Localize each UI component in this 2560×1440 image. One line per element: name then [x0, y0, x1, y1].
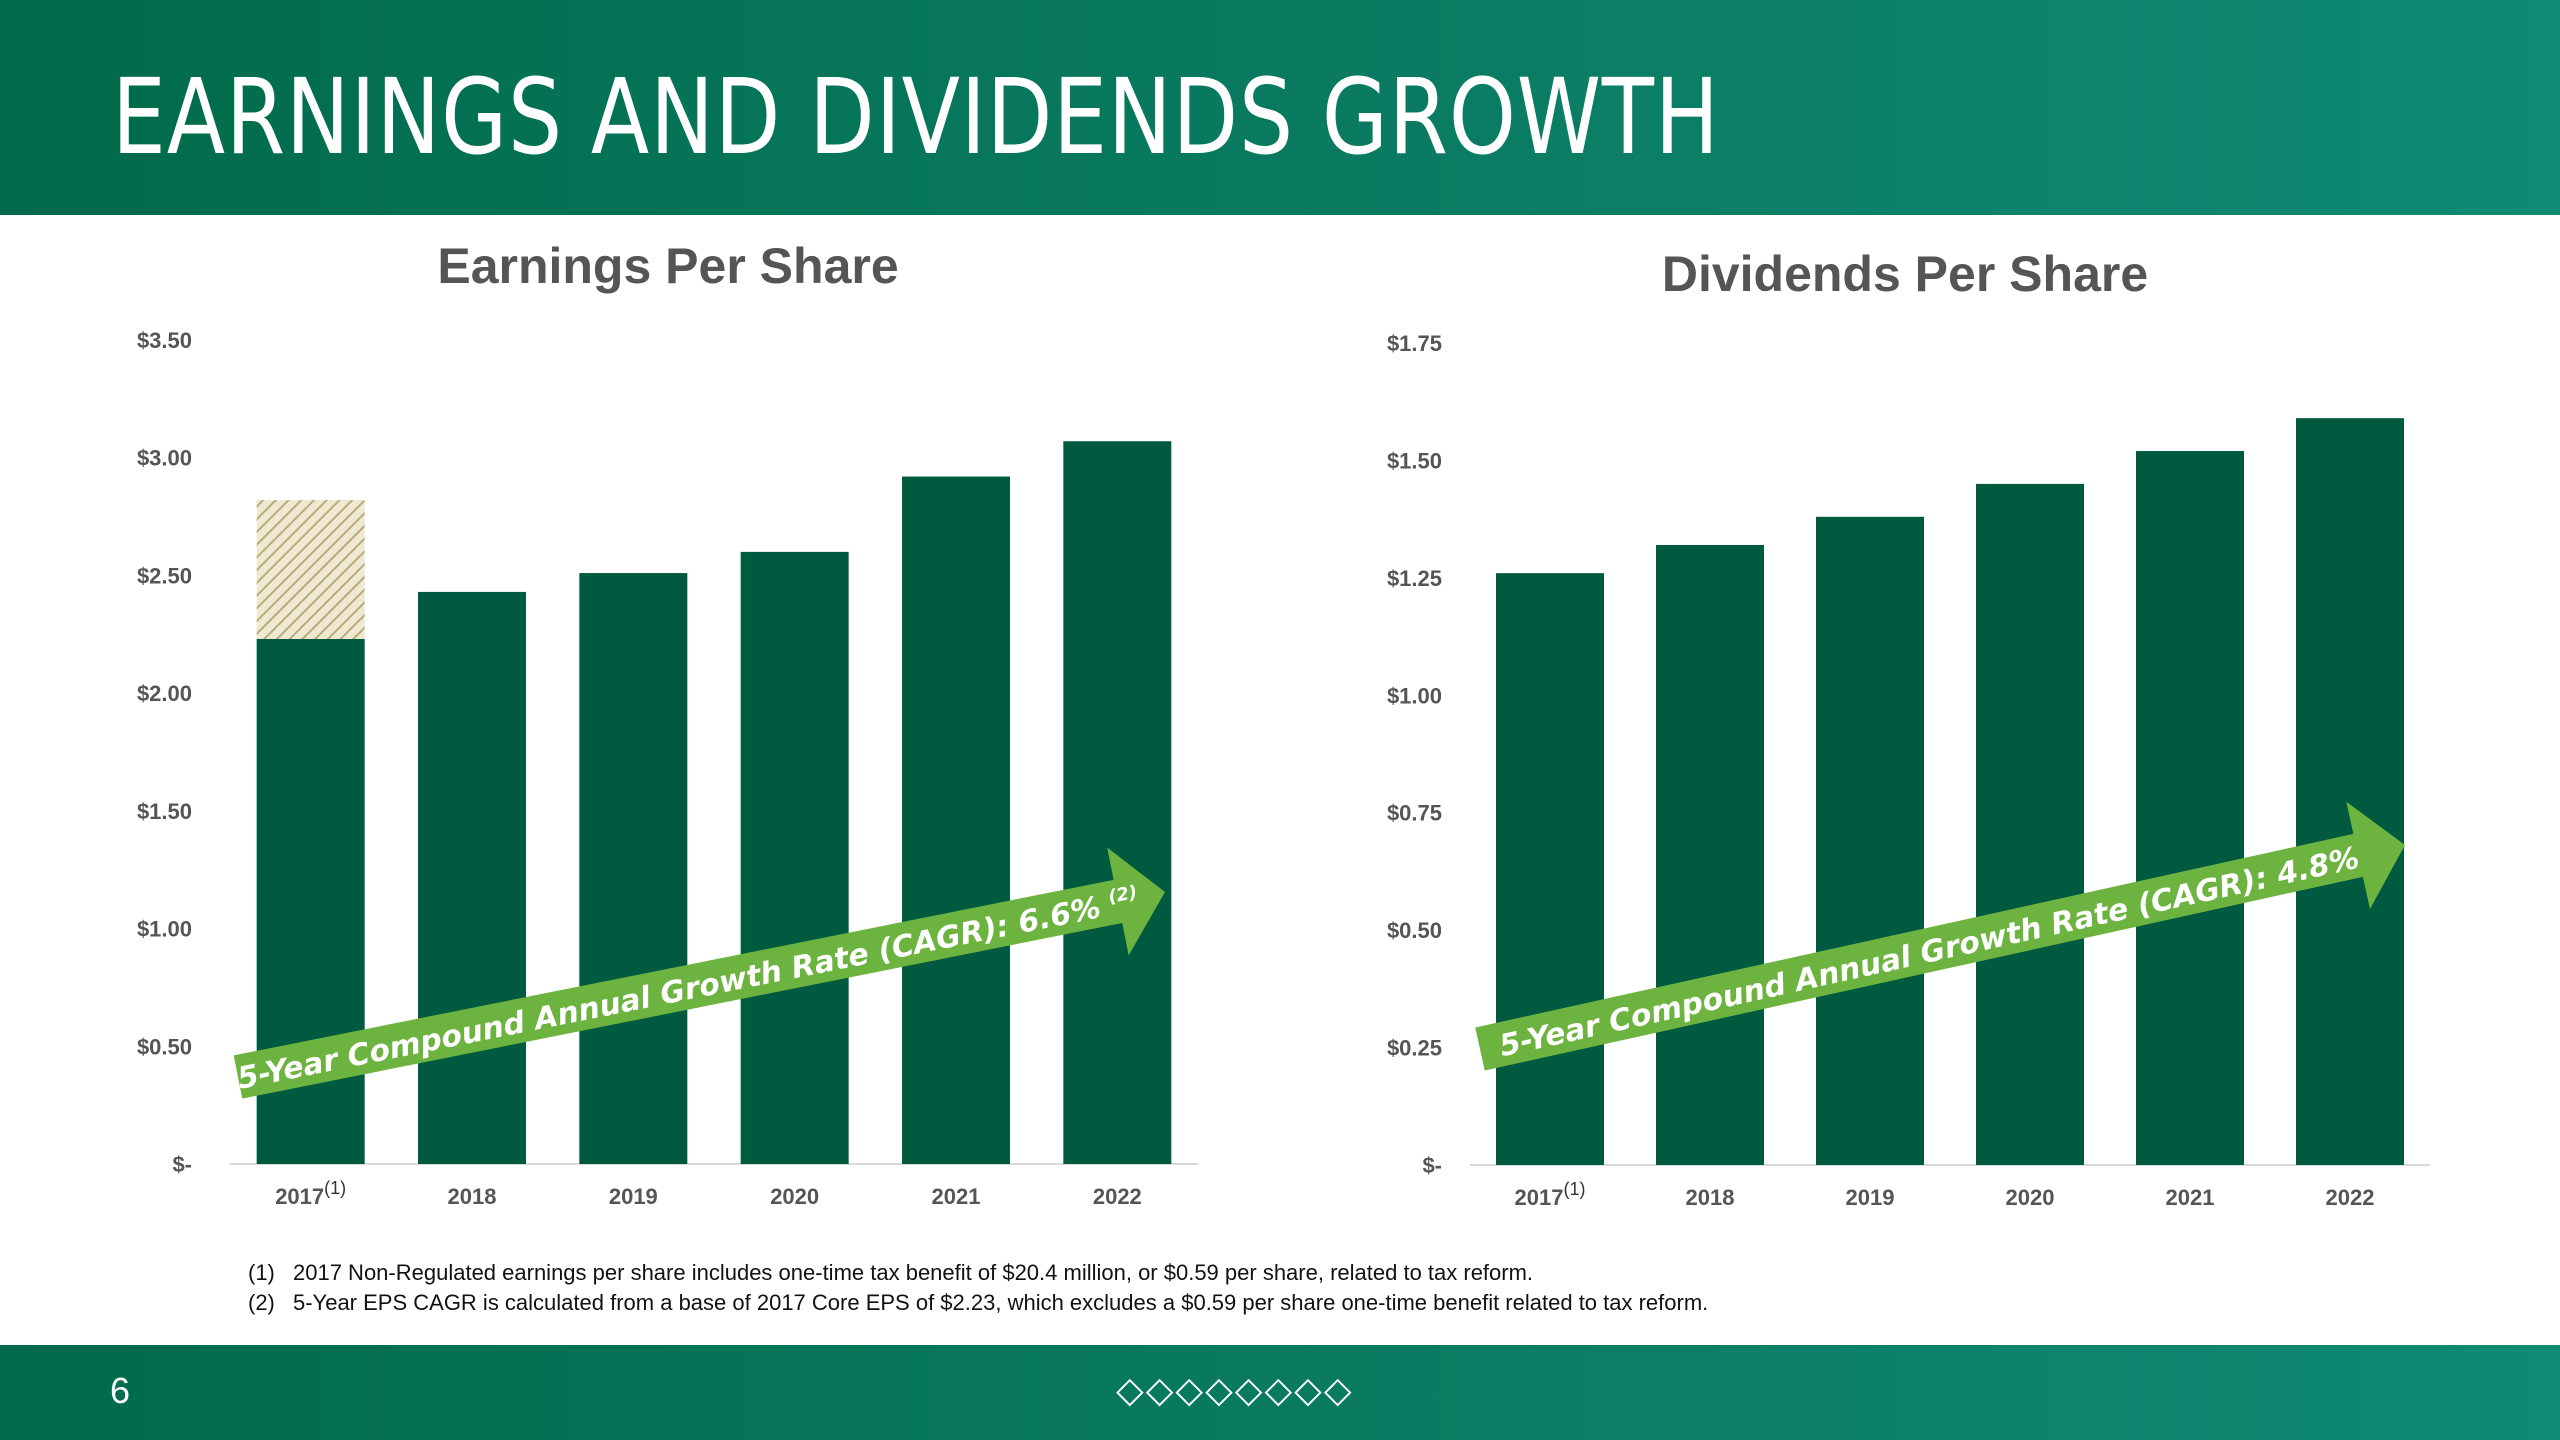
- bar: [902, 476, 1010, 1164]
- x-tick-label: 2017(1): [275, 1178, 346, 1209]
- bar: [2296, 418, 2404, 1165]
- dps-chart: Dividends Per Share $- $0.25 $0.50 $0.75 $1.0…: [1260, 240, 2560, 1240]
- y-tick-label: $3.50: [137, 328, 192, 353]
- y-tick-label: $-: [172, 1152, 192, 1177]
- page-number: 6: [110, 1370, 131, 1411]
- diamond-icon: ◇: [1145, 1370, 1174, 1411]
- eps-chart: Earnings Per Share $- $0.50 $1.00 $1.50 $2.00…: [0, 240, 1260, 1240]
- x-tick-label: 2022: [1093, 1184, 1142, 1209]
- y-tick-label: $1.75: [1387, 331, 1442, 356]
- y-tick-label: $2.00: [137, 681, 192, 706]
- y-tick-label: $3.00: [137, 446, 192, 471]
- bar: [1656, 544, 1764, 1165]
- cagr-arrow: 5-Year Compound Annual Growth Rate (CAGR…: [233, 847, 1166, 1099]
- footnote-1-text: 2017 Non-Regulated earnings per share in…: [293, 1260, 1534, 1285]
- x-tick-label: 2022: [2326, 1185, 2375, 1210]
- y-tick-label: $1.25: [1387, 566, 1442, 591]
- footnote-1: (1) 2017 Non-Regulated earnings per shar…: [248, 1258, 1708, 1288]
- y-tick-label: $-: [1422, 1153, 1442, 1178]
- x-tick-label: 2021: [932, 1184, 981, 1209]
- x-tick-label: 2019: [1846, 1185, 1895, 1210]
- page-title: EARNINGS AND DIVIDENDS GROWTH: [112, 56, 1720, 178]
- chart-title: Earnings Per Share: [437, 240, 898, 294]
- bar: [418, 591, 526, 1164]
- diamond-icon: ◇: [1294, 1370, 1322, 1411]
- y-tick-label: $2.50: [137, 563, 192, 588]
- chart-title: Dividends Per Share: [1662, 246, 2148, 302]
- diamond-icon: ◇: [1323, 1370, 1352, 1411]
- diamond-icon: ◇: [1234, 1370, 1263, 1411]
- header-banner: EARNINGS AND DIVIDENDS GROWTH: [0, 0, 2560, 215]
- cagr-arrow-shape: [233, 847, 1166, 1099]
- y-tick-label: $0.50: [1387, 918, 1442, 943]
- x-tick-superscript: (1): [324, 1178, 346, 1198]
- bar: [1496, 573, 1604, 1165]
- bar: [1976, 483, 2084, 1165]
- y-tick-label: $1.00: [137, 917, 192, 942]
- cagr-arrow: 5-Year Compound Annual Growth Rate (CAGR…: [1475, 801, 2405, 1071]
- x-tick-label: 2017(1): [1515, 1179, 1586, 1210]
- x-tick-label: 2018: [1686, 1185, 1735, 1210]
- x-tick-label: 2020: [770, 1184, 819, 1209]
- cagr-arrow-shape: [1475, 801, 2405, 1071]
- y-tick-label: $0.25: [1387, 1036, 1442, 1061]
- footnote-2-text: 5-Year EPS CAGR is calculated from a bas…: [293, 1290, 1709, 1315]
- bar: [579, 573, 688, 1164]
- y-tick-label: $1.50: [1387, 448, 1442, 473]
- y-tick-label: $1.00: [1387, 683, 1442, 708]
- x-tick-label: 2018: [448, 1184, 497, 1209]
- bar-hatched-segment: [256, 500, 365, 639]
- y-tick-label: $0.50: [137, 1034, 192, 1059]
- diamond-icon: ◇: [1264, 1370, 1293, 1411]
- eps-chart-svg: Earnings Per Share $- $0.50 $1.00 $1.50 $2.00…: [137, 240, 1198, 1209]
- bar: [1816, 516, 1924, 1165]
- diamond-icon: ◇: [1205, 1370, 1233, 1411]
- x-tick-label: 2020: [2006, 1185, 2055, 1210]
- diamond-icon: ◇: [1175, 1370, 1204, 1411]
- footnote-1-number: (1): [248, 1260, 275, 1285]
- bar: [1063, 441, 1172, 1165]
- x-tick-superscript: (1): [1563, 1179, 1585, 1199]
- bar: [2136, 451, 2244, 1165]
- footer-banner: 6 ◇ ◇ ◇ ◇ ◇ ◇ ◇ ◇: [0, 1345, 2560, 1440]
- x-tick-label: 2021: [2166, 1185, 2215, 1210]
- footnote-2: (2) 5-Year EPS CAGR is calculated from a…: [248, 1288, 1708, 1318]
- footnotes: (1) 2017 Non-Regulated earnings per shar…: [248, 1258, 1708, 1318]
- dps-chart-svg: Dividends Per Share $- $0.25 $0.50 $0.75 $1.0…: [1387, 246, 2430, 1210]
- bar: [740, 551, 849, 1164]
- y-tick-label: $1.50: [137, 799, 192, 824]
- footer-diamonds: ◇ ◇ ◇ ◇ ◇ ◇ ◇ ◇: [1116, 1369, 1352, 1413]
- diamond-icon: ◇: [1116, 1370, 1144, 1411]
- x-tick-label: 2019: [609, 1184, 658, 1209]
- y-tick-label: $0.75: [1387, 801, 1442, 826]
- footnote-2-number: (2): [248, 1290, 275, 1315]
